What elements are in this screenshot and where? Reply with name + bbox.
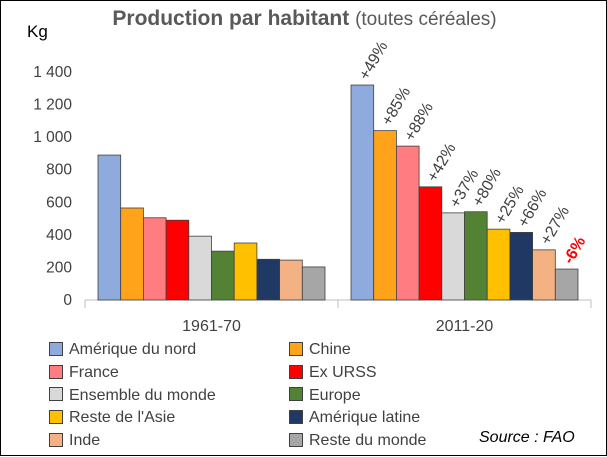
y-tick-label: 1 200: [33, 97, 72, 114]
change-label: +42%: [424, 140, 459, 184]
legend-item: Ex URSS: [289, 363, 377, 383]
legend-label: Amérique latine: [309, 409, 421, 427]
legend-label: Europe: [309, 386, 361, 404]
legend-label: Amérique du nord: [69, 341, 197, 358]
legend-label: France: [69, 363, 119, 381]
legend-item: Amérique du nord: [49, 340, 196, 360]
y-axis-label: Kg: [27, 22, 48, 41]
y-tick-label: 600: [46, 194, 72, 211]
source-note: Source : FAO: [479, 429, 575, 446]
legend-item: Reste du monde: [289, 431, 426, 451]
legend-swatch: [49, 387, 63, 402]
legend-label: Reste de l'Asie: [69, 409, 176, 427]
legend-item: Amérique latine: [289, 408, 420, 428]
y-tick-label: 1 000: [33, 129, 72, 146]
legend-swatch: [289, 341, 303, 356]
legend-item: Inde: [49, 431, 100, 451]
bar: [256, 258, 280, 301]
bar: [188, 235, 212, 301]
legend-label: Chine: [309, 341, 351, 358]
chart-subtitle: (toutes céréales): [355, 9, 497, 30]
bar: [350, 84, 375, 301]
change-label: -6%: [560, 234, 589, 267]
x-tick-label: 2011-20: [436, 318, 494, 335]
bar: [373, 130, 397, 301]
legend-swatch: [289, 364, 303, 379]
change-label: +88%: [401, 100, 436, 144]
bar: [211, 250, 235, 301]
bar: [97, 154, 122, 301]
bar: [120, 207, 144, 301]
x-tick-label: 1961-70: [182, 318, 241, 335]
y-tick-label: 0: [63, 292, 72, 309]
bar: [486, 228, 511, 301]
legend-item: France: [49, 363, 119, 383]
legend-item: Ensemble du monde: [49, 386, 216, 406]
change-label: +27%: [538, 204, 573, 248]
legend-swatch: [289, 410, 303, 425]
legend-label: Ensemble du monde: [69, 386, 216, 404]
change-label: +49%: [356, 39, 391, 83]
y-tick-label: 1 400: [33, 64, 72, 81]
y-tick-label: 800: [46, 162, 72, 179]
bar: [441, 212, 465, 301]
bar: [279, 259, 303, 301]
bar: [165, 219, 190, 301]
legend-label: Reste du monde: [309, 432, 427, 450]
y-tick-label: 400: [46, 227, 72, 244]
chart-title: Production par habitant (toutes céréales…: [1, 7, 607, 31]
y-tick-label: 200: [46, 259, 72, 276]
legend-swatch: [49, 364, 63, 379]
legend-swatch: [49, 432, 63, 447]
bar: [301, 266, 326, 301]
legend-label: Ex URSS: [309, 363, 377, 381]
legend-label: Inde: [69, 432, 101, 450]
legend-swatch: [49, 410, 63, 425]
bar: [418, 186, 443, 301]
legend-swatch: [289, 432, 303, 447]
legend-item: Reste de l'Asie: [49, 408, 175, 428]
legend-item: Europe: [289, 386, 361, 406]
bar: [554, 268, 579, 301]
bar: [532, 249, 556, 301]
bar: [509, 232, 533, 301]
legend-item: Chine: [289, 340, 351, 360]
legend-swatch: [289, 387, 303, 402]
bar: [142, 217, 167, 301]
bar: [464, 211, 488, 301]
legend-swatch: [49, 341, 63, 356]
bar: [233, 242, 258, 301]
chart-title-main: Production par habitant: [112, 7, 350, 30]
bar: [395, 145, 420, 301]
